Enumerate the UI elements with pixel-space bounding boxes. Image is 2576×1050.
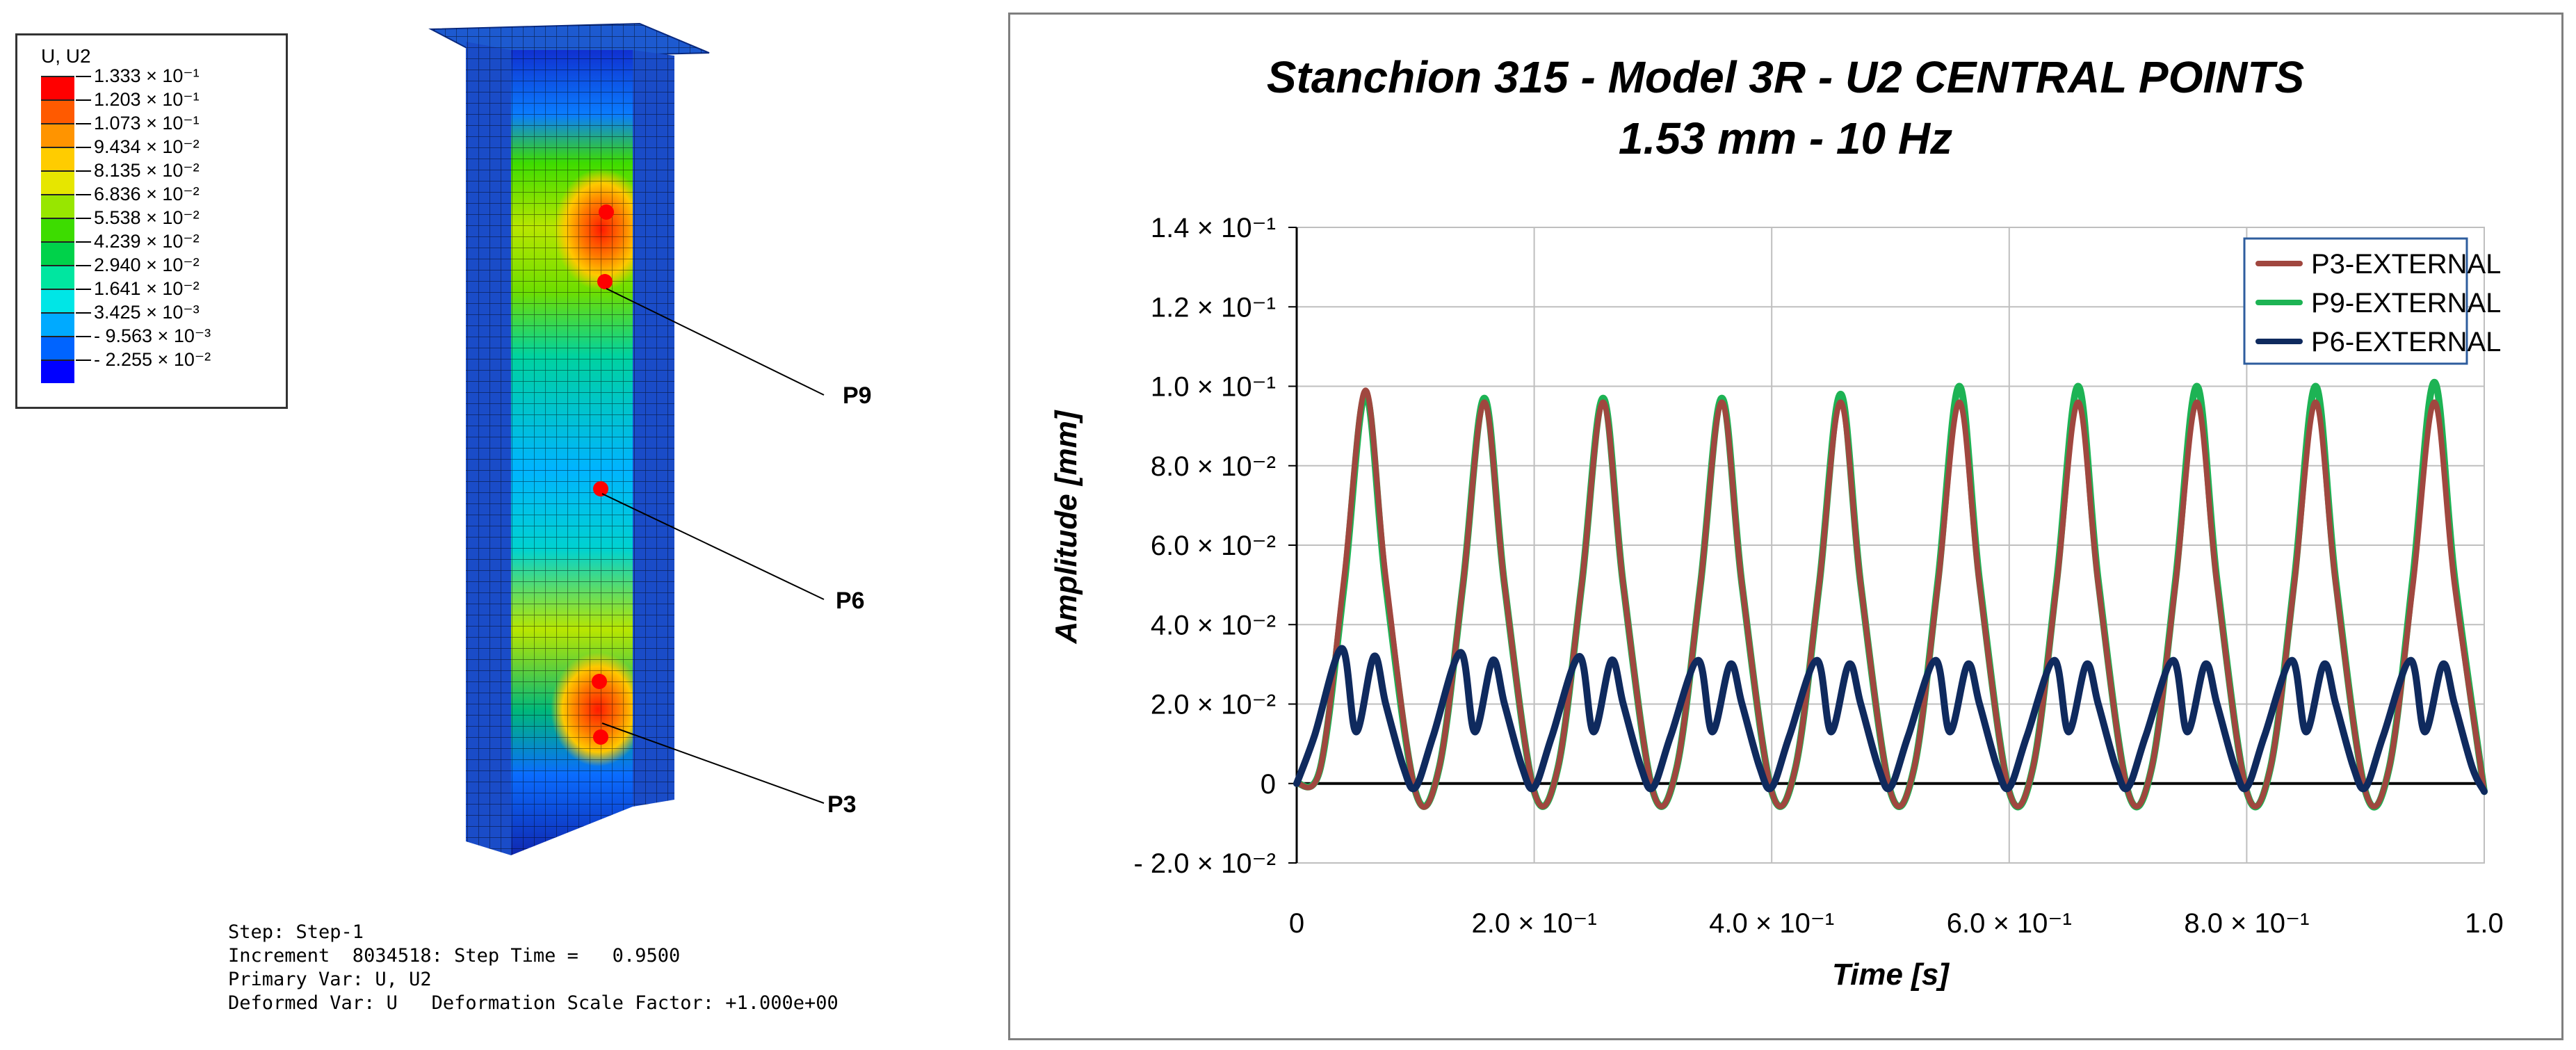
point-p6 <box>593 481 608 496</box>
legend-swatch <box>41 265 74 289</box>
point-p9 <box>597 274 613 289</box>
y-tick-label: 2.0 × 10⁻² <box>1151 690 1276 720</box>
legend-swatch <box>41 147 74 170</box>
legend-value: - 9.563 × 10⁻³ <box>94 325 211 346</box>
y-tick-label: 4.0 × 10⁻² <box>1151 610 1276 640</box>
legend-tick <box>76 99 91 101</box>
chart-frame: Stanchion 315 - Model 3R - U2 CENTRAL PO… <box>1008 13 2563 1040</box>
legend-swatch <box>41 76 74 99</box>
legend-tick <box>76 336 91 337</box>
deformed-var-line: Deformed Var: U Deformation Scale Factor… <box>228 992 839 1014</box>
legend-value: 6.836 × 10⁻² <box>94 184 200 204</box>
point-p3 <box>592 674 607 689</box>
label-p3: P3 <box>827 791 857 818</box>
label-p6: P6 <box>836 588 865 614</box>
fem-model-figure <box>428 22 825 855</box>
x-tick-label: 2.0 × 10⁻¹ <box>1472 908 1597 939</box>
increment-line: Increment 8034518: Step Time = 0.9500 <box>228 945 681 967</box>
legend-swatch <box>41 170 74 194</box>
legend-swatch <box>41 336 74 360</box>
y-tick-label: 6.0 × 10⁻² <box>1151 531 1276 561</box>
legend-entry-p9: P9-EXTERNAL <box>2311 288 2501 318</box>
contour-legend: U, U2 1.333 × 10⁻¹ 1.203 × 10⁻¹ 1.073 × 10… <box>15 33 288 409</box>
chart-title-line1: Stanchion 315 - Model 3R - U2 CENTRAL PO… <box>1267 52 2305 102</box>
chart-legend: P3-EXTERNAL P9-EXTERNAL P6-EXTERNAL <box>2243 237 2501 365</box>
x-tick-label: 1.0 <box>2465 908 2504 939</box>
legend-swatch <box>41 123 74 147</box>
leader-p6 <box>601 493 825 600</box>
legend-tick <box>76 123 91 124</box>
series-line-p3 <box>1294 387 2487 810</box>
legend-tick <box>76 170 91 172</box>
legend-tick <box>76 194 91 195</box>
legend-swatch <box>41 194 74 218</box>
legend-value: 2.940 × 10⁻² <box>94 255 200 275</box>
legend-value: 1.203 × 10⁻¹ <box>94 89 200 110</box>
primary-var-line: Primary Var: U, U2 <box>228 969 432 990</box>
legend-swatch <box>41 99 74 123</box>
legend-title: U, U2 <box>41 45 91 67</box>
legend-swatch <box>41 312 74 336</box>
y-tick-label: 1.0 × 10⁻¹ <box>1151 372 1276 403</box>
point-p3-bottom <box>593 729 608 745</box>
legend-value: 1.073 × 10⁻¹ <box>94 113 200 134</box>
y-axis-label: Amplitude [mm] <box>1049 410 1083 644</box>
x-tick-label: 6.0 × 10⁻¹ <box>1947 908 2072 939</box>
legend-value: - 2.255 × 10⁻² <box>94 349 211 370</box>
series-layer <box>1293 378 2488 811</box>
legend-swatch <box>41 218 74 241</box>
legend-entry-p6: P6-EXTERNAL <box>2311 327 2501 357</box>
y-tick-label: 1.4 × 10⁻¹ <box>1151 213 1276 243</box>
legend-value: 4.239 × 10⁻² <box>94 231 200 252</box>
axis-layer: 1.4 × 10⁻¹ 1.2 × 10⁻¹ 1.0 × 10⁻¹ 8.0 × 10⁻²… <box>1133 213 2503 939</box>
y-tick-label: - 2.0 × 10⁻² <box>1133 848 1276 879</box>
legend-tick <box>76 76 91 77</box>
y-tick-label: 8.0 × 10⁻² <box>1151 451 1276 482</box>
legend-swatch <box>41 360 74 383</box>
legend-tick <box>76 147 91 148</box>
step-line: Step: Step-1 <box>228 921 364 943</box>
x-axis-label: Time [s] <box>1832 958 1950 992</box>
chart-title-line2: 1.53 mm - 10 Hz <box>1619 113 1952 163</box>
legend-tick <box>76 241 91 243</box>
legend-tick <box>76 360 91 361</box>
legend-value: 3.425 × 10⁻³ <box>94 302 200 323</box>
leader-p9 <box>606 288 825 396</box>
x-tick-label: 8.0 × 10⁻¹ <box>2184 908 2309 939</box>
legend-value: 8.135 × 10⁻² <box>94 160 200 181</box>
x-tick-label: 4.0 × 10⁻¹ <box>1709 908 1834 939</box>
leader-p3 <box>601 722 825 804</box>
legend-swatch <box>41 241 74 265</box>
legend-value: 9.434 × 10⁻² <box>94 136 200 157</box>
label-p9: P9 <box>843 382 872 409</box>
legend-value: 1.641 × 10⁻² <box>94 278 200 299</box>
legend-tick <box>76 289 91 290</box>
y-tick-label: 1.2 × 10⁻¹ <box>1151 292 1276 323</box>
x-tick-label: 0 <box>1289 908 1304 939</box>
series-line-p6 <box>1293 645 2488 795</box>
legend-entry-p3: P3-EXTERNAL <box>2311 249 2501 280</box>
point-p9-top <box>599 204 614 220</box>
legend-swatch <box>41 289 74 312</box>
legend-tick <box>76 218 91 219</box>
legend-tick <box>76 265 91 266</box>
amplitude-chart: Stanchion 315 - Model 3R - U2 CENTRAL PO… <box>1049 52 2504 992</box>
legend-value: 5.538 × 10⁻² <box>94 207 200 228</box>
y-tick-label: 0 <box>1261 769 1276 800</box>
step-info: Step: Step-1 Increment 8034518: Step Time… <box>228 921 839 1015</box>
legend-tick <box>76 312 91 314</box>
legend-value: 1.333 × 10⁻¹ <box>94 65 200 86</box>
